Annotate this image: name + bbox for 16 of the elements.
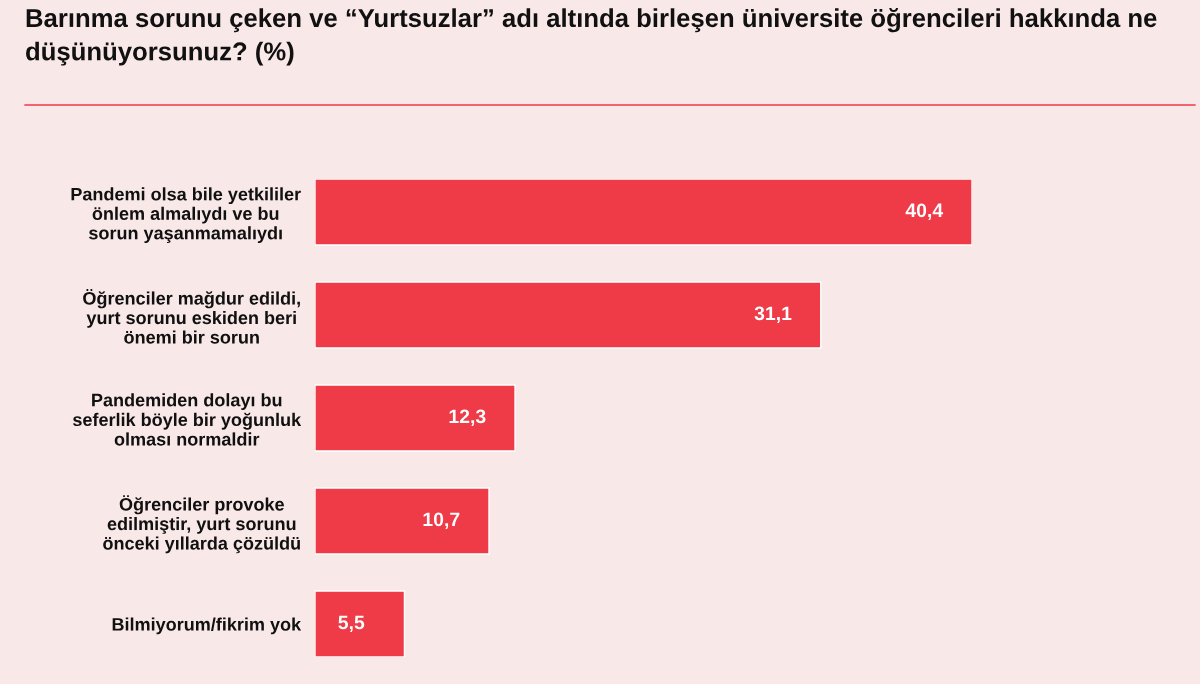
y-tick-label: Öğrenciler mağdur edildi, yurt sorunu eskiden beri önemi bir sorun bbox=[83, 289, 300, 344]
data-label: 40,4 bbox=[905, 203, 944, 220]
data-label: 12,3 bbox=[449, 409, 486, 427]
y-tick-label: Pandemiden dolayı bu seferlik böyle bir yoğunluk olması normaldir bbox=[73, 393, 302, 446]
y-tick-label: Öğrenciler provoke edilmiştir, yurt sorunu önceki yıllarda çözüldü bbox=[103, 495, 300, 554]
y-tick-label: Pandemi olsa bile yetkililer önlem almalıydı ve bu sorun yaşanmamalıydı bbox=[71, 187, 301, 244]
bar bbox=[315, 384, 516, 452]
y-tick-label: Bilmiyorum/fikrim yok bbox=[112, 617, 302, 635]
bar bbox=[315, 487, 490, 555]
bar bbox=[315, 281, 822, 349]
data-label: 31,1 bbox=[754, 306, 792, 324]
bar bbox=[315, 179, 972, 246]
data-label: 10,7 bbox=[423, 512, 460, 530]
chart-title: Barınma sorunu çeken ve “Yurtsuzlar” adı altında birleşen üniversite öğrencileri hakkında ne düşünüyorsunuz? (%) bbox=[26, 8, 1157, 66]
data-label: 5,5 bbox=[338, 615, 365, 633]
bar bbox=[315, 590, 406, 657]
